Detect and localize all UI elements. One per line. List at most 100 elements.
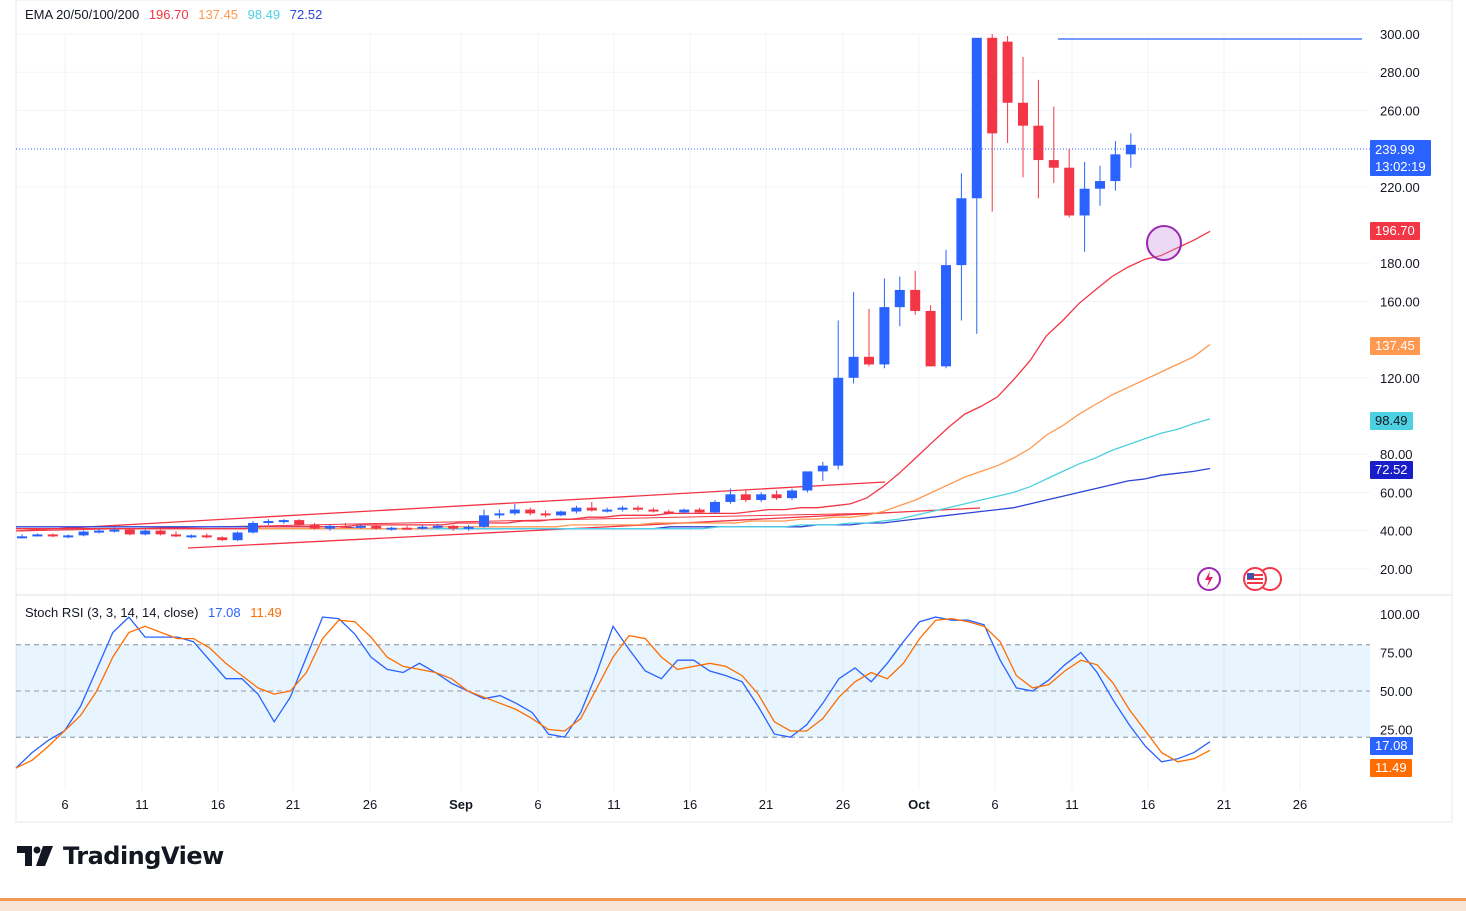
time-tick-label: 26	[1293, 797, 1307, 812]
candle-body	[94, 530, 104, 533]
candle-body	[340, 525, 351, 528]
brand-name: TradingView	[63, 842, 224, 870]
bar-countdown: 13:02:19	[1375, 159, 1426, 174]
ema-legend[interactable]: EMA 20/50/100/200 196.70 137.45 98.49 72…	[25, 7, 328, 22]
stoch-k-line	[15, 616, 1211, 769]
candle-body	[864, 356, 874, 365]
time-tick-label: 6	[534, 797, 541, 812]
candle-body	[417, 526, 428, 529]
candle-body	[540, 513, 551, 516]
candle-body	[248, 522, 258, 533]
candle-body	[694, 509, 705, 513]
channel-lower-line	[187, 507, 981, 549]
time-tick-label: 21	[759, 797, 773, 812]
candle-body	[910, 289, 921, 311]
candle-body	[971, 37, 982, 199]
ema20-tag: 196.70	[1370, 222, 1420, 240]
time-tick-label: 26	[363, 797, 377, 812]
stoch-d-tag: 11.49	[1370, 759, 1412, 777]
candle-body	[663, 511, 674, 514]
candle-body	[1125, 144, 1136, 155]
candle-body	[355, 525, 366, 528]
candle-body	[1048, 160, 1059, 168]
time-tick-label: 6	[61, 797, 68, 812]
price-tick-label: 180.00	[1380, 256, 1420, 271]
time-tick-label: Sep	[449, 797, 473, 812]
candle-body	[402, 527, 412, 530]
candle-body	[232, 532, 243, 541]
candle-body	[756, 494, 767, 501]
ema200-value: 72.52	[289, 7, 323, 22]
candle-body	[325, 525, 335, 529]
ema200-tag: 72.52	[1370, 461, 1413, 479]
tradingview-logo[interactable]: TradingView	[17, 842, 224, 870]
ema100-tag: 98.49	[1370, 412, 1413, 430]
price-tick-label: 300.00	[1380, 27, 1420, 42]
candle-body	[725, 494, 736, 502]
candle-body	[833, 377, 844, 466]
price-tick-label: 80.00	[1380, 447, 1413, 462]
stoch-legend-title: Stoch RSI (3, 3, 14, 14, close)	[25, 605, 199, 620]
stoch-d-line	[15, 617, 1211, 769]
ema50-value: 137.45	[198, 7, 238, 22]
event-flash-icon[interactable]	[1196, 566, 1222, 592]
stoch-tick-label: 75.00	[1380, 646, 1413, 661]
candle-body	[1018, 102, 1028, 126]
candle-body	[78, 531, 89, 536]
channel-base-line	[15, 512, 886, 532]
candle-body	[47, 534, 58, 537]
price-tick-label: 160.00	[1380, 294, 1420, 309]
candle-body	[602, 509, 613, 512]
ema-lines	[16, 230, 1211, 530]
candle-body	[571, 507, 582, 512]
candle-body	[1033, 125, 1044, 161]
grid	[16, 33, 1370, 790]
candle-body	[787, 490, 797, 499]
candle-body	[710, 501, 720, 513]
candle-body	[432, 525, 443, 528]
time-tick-label: Oct	[908, 797, 930, 812]
time-tick-label: 21	[1217, 797, 1231, 812]
price-tick-label: 40.00	[1380, 524, 1413, 539]
candle-body	[817, 465, 828, 472]
candle-body	[525, 509, 536, 514]
candle-body	[941, 265, 951, 367]
tradingview-logo-icon	[17, 846, 53, 866]
stoch-rsi-pane	[15, 616, 1370, 769]
candle-body	[109, 529, 120, 532]
candle-body	[479, 515, 489, 527]
candle-body	[371, 525, 382, 529]
us-flag-event-icon[interactable]	[1242, 566, 1282, 592]
candle-body	[617, 507, 628, 510]
stoch-k-value: 17.08	[208, 605, 241, 620]
ema20-line	[16, 230, 1211, 530]
time-tick-label: 11	[1065, 797, 1079, 812]
time-tick-label: 16	[211, 797, 225, 812]
price-tick-label: 20.00	[1380, 562, 1413, 577]
candle-body	[140, 530, 151, 535]
candle-body	[956, 198, 967, 266]
bottom-accent-bar	[0, 898, 1466, 911]
candle-body	[771, 494, 782, 499]
time-tick-label: 11	[607, 797, 621, 812]
candle-body	[17, 536, 27, 539]
candle-body	[802, 471, 813, 491]
candle-body	[633, 507, 643, 510]
candle-body	[894, 289, 905, 308]
price-axis[interactable]: 20.00 40.00 60.00 80.00 120.00 160.00 180.00 22…	[1380, 27, 1420, 738]
candle-body	[1064, 167, 1075, 216]
candles[interactable]	[17, 34, 1136, 542]
stoch-legend[interactable]: Stoch RSI (3, 3, 14, 14, close) 17.08 11…	[25, 605, 288, 620]
ema20-value: 196.70	[148, 7, 189, 22]
candle-body	[263, 521, 274, 524]
candle-body	[648, 509, 659, 512]
candle-body	[386, 527, 397, 530]
candle-body	[679, 509, 690, 513]
time-tick-label: 11	[135, 797, 149, 812]
candle-body	[217, 537, 228, 541]
price-tick-label: 220.00	[1380, 180, 1420, 195]
time-axis[interactable]: 6 11 16 21 26 Sep 6 11 16 21 26 Oct 6 11 16 21 26	[61, 797, 1307, 812]
candle-body	[171, 534, 181, 537]
stoch-tick-label: 50.00	[1380, 684, 1413, 699]
